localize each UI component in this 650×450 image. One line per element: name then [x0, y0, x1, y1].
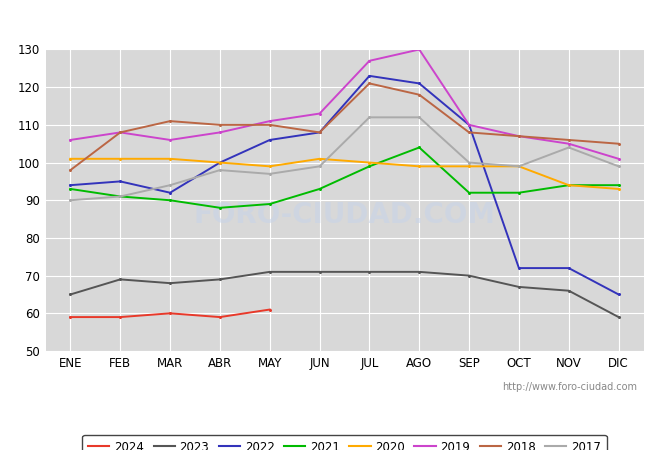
Text: FORO-CIUDAD.COM: FORO-CIUDAD.COM — [194, 201, 495, 230]
Legend: 2024, 2023, 2022, 2021, 2020, 2019, 2018, 2017: 2024, 2023, 2022, 2021, 2020, 2019, 2018… — [83, 435, 606, 450]
Text: http://www.foro-ciudad.com: http://www.foro-ciudad.com — [502, 382, 637, 392]
Text: Afiliados en Zafra de Záncara a 31/5/2024: Afiliados en Zafra de Záncara a 31/5/202… — [155, 13, 495, 28]
